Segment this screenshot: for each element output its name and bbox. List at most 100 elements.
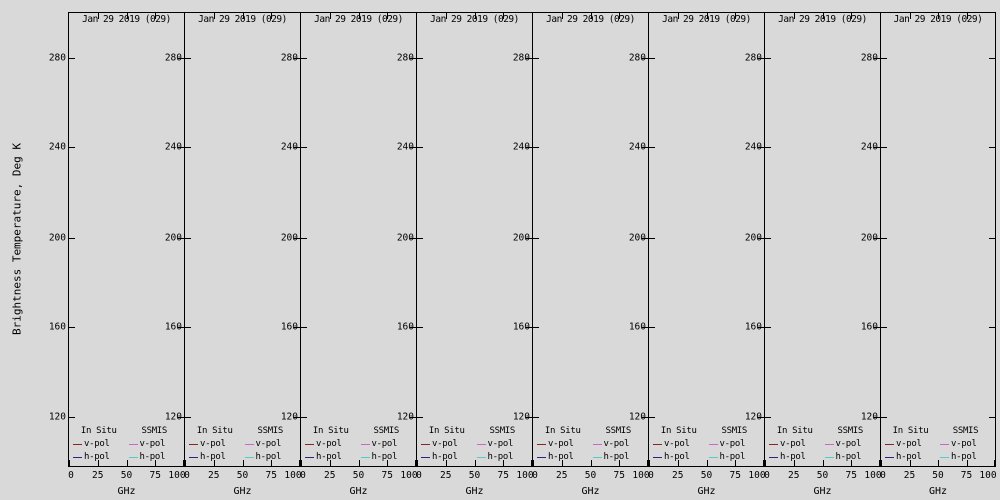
legend-entry-ssmis-hpol: h-pol (707, 452, 763, 463)
y-tick-mark (526, 58, 532, 59)
x-tick-label: 0 (184, 470, 190, 481)
legend-label: h-pol (835, 452, 862, 462)
y-tick-label: 200 (48, 232, 66, 244)
panel-title: Jan 29 2019 (029) (893, 14, 983, 25)
legend-headers: In Situ SSMIS (535, 426, 646, 437)
x-tick-mark (97, 460, 99, 466)
y-tick-label: 120 (48, 411, 66, 423)
y-tick-mark (301, 147, 307, 148)
legend-row-hpol: h-pol h-pol (419, 452, 530, 463)
insitu-hpol-line-swatch (769, 457, 778, 458)
x-tick-mark (649, 460, 650, 466)
ssmis-hpol-line-swatch (708, 457, 718, 458)
legend-row-hpol: h-pol h-pol (535, 452, 646, 463)
x-tick-label: 75 (845, 470, 857, 481)
y-tick-mark (417, 58, 423, 59)
y-tick-mark (881, 147, 887, 148)
legend-entry-ssmis-vpol: v-pol (127, 439, 183, 450)
y-tick-label: 120 (396, 411, 414, 423)
x-tick-label: 50 (352, 470, 365, 481)
legend-entry-ssmis-hpol: h-pol (591, 452, 647, 463)
legend-entry-ssmis-vpol: v-pol (823, 439, 879, 450)
x-axis-label: GHz (813, 486, 832, 497)
y-tick-label: 280 (48, 52, 66, 64)
insitu-vpol-line-swatch (189, 444, 198, 445)
top-tick-mark (619, 13, 621, 19)
ssmis-vpol-line-swatch (592, 444, 602, 445)
x-tick-label: 50 (584, 470, 597, 481)
y-tick-mark (294, 58, 300, 59)
legend-headers: In Situ SSMIS (651, 426, 762, 437)
y-tick-label: 240 (512, 141, 530, 153)
y-tick-mark (533, 238, 539, 239)
insitu-hpol-line-swatch (305, 457, 314, 458)
y-tick-mark (881, 238, 887, 239)
legend-label: h-pol (780, 452, 806, 462)
y-tick-mark (301, 327, 307, 328)
x-tick-label: 75 (497, 470, 509, 481)
x-tick-mark (271, 460, 273, 466)
y-tick-mark (989, 417, 995, 418)
legend-label: h-pol (316, 452, 342, 462)
ssmis-hpol-line-swatch (476, 457, 486, 458)
legend-entry-insitu-vpol: v-pol (71, 439, 127, 450)
plot-panel: Jan 29 2019 (029) 280 240 200 160 120 (281, 12, 418, 497)
ssmis-hpol-line-swatch (360, 457, 370, 458)
y-tick-label: 240 (164, 141, 182, 153)
x-tick-label: 100 (284, 470, 302, 481)
x-tick-label: 50 (932, 470, 944, 481)
legend-entry-insitu-hpol: h-pol (419, 452, 475, 463)
y-tick-mark (765, 238, 771, 239)
legend-row-vpol: v-pol v-pol (651, 439, 762, 450)
legend-row-hpol: h-pol h-pol (883, 452, 993, 463)
y-tick-mark (533, 327, 539, 328)
y-tick-mark (533, 417, 539, 418)
y-tick-mark (533, 147, 539, 148)
x-tick-mark (69, 460, 70, 466)
x-tick-label: 25 (672, 470, 684, 481)
legend-entry-insitu-hpol: h-pol (767, 452, 823, 463)
x-tick-label: 25 (92, 470, 104, 481)
x-tick-mark (677, 460, 679, 466)
y-tick-mark (874, 327, 880, 328)
panel-title: Jan 29 2019 (029) (546, 14, 635, 25)
legend-entry-insitu-hpol: h-pol (303, 452, 359, 463)
legend-label: v-pol (548, 439, 574, 449)
y-tick-mark (185, 238, 191, 239)
y-tick-mark (881, 58, 887, 59)
y-tick-label: 120 (628, 411, 646, 423)
legend-entry-ssmis-hpol: h-pol (475, 452, 531, 463)
y-tick-mark (881, 327, 887, 328)
insitu-hpol-line-swatch (189, 457, 198, 458)
legend-row-hpol: h-pol h-pol (767, 452, 878, 463)
x-tick-mark (503, 460, 505, 466)
x-tick-mark (155, 460, 157, 466)
x-tick-label: 50 (236, 470, 249, 481)
y-tick-mark (410, 238, 416, 239)
legend-label: h-pol (255, 452, 282, 462)
ssmis-vpol-line-swatch (824, 444, 834, 445)
x-tick-mark (474, 460, 476, 466)
ssmis-hpol-line-swatch (940, 457, 949, 458)
legend-label: h-pol (951, 452, 977, 462)
legend-entry-insitu-hpol: h-pol (535, 452, 591, 463)
y-tick-mark (417, 147, 423, 148)
y-tick-label: 240 (628, 141, 646, 153)
y-tick-mark (989, 327, 995, 328)
legend-entry-insitu-hpol: h-pol (187, 452, 243, 463)
legend: In Situ SSMIS v-pol v-pol (419, 426, 530, 463)
ssmis-vpol-line-swatch (708, 444, 718, 445)
legend: In Situ SSMIS v-pol v-pol (535, 426, 646, 463)
x-tick-label: 25 (324, 470, 336, 481)
legend-col-ssmis: SSMIS (605, 426, 632, 436)
y-tick-mark (185, 147, 191, 148)
x-tick-mark (415, 460, 416, 466)
ssmis-vpol-line-swatch (128, 444, 138, 445)
y-tick-mark (178, 327, 184, 328)
legend-col-insitu: In Situ (428, 426, 465, 436)
top-tick-mark (474, 13, 476, 19)
x-tick-label: 0 (648, 470, 654, 481)
x-tick-label: 0 (532, 470, 538, 481)
x-tick-mark (445, 460, 447, 466)
plot-panel: Jan 29 2019 (029) 280 240 200 160 120 (49, 12, 186, 497)
